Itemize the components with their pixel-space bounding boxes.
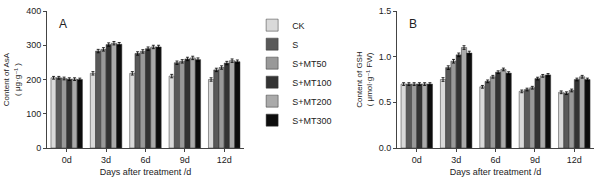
svg-text:CK: CK <box>292 21 305 31</box>
svg-text:0.5: 0.5 <box>379 97 392 107</box>
svg-text:0: 0 <box>36 143 41 153</box>
svg-text:400: 400 <box>26 6 41 16</box>
svg-text:B: B <box>409 17 417 31</box>
svg-text:9d: 9d <box>530 155 540 165</box>
svg-text:12d: 12d <box>217 155 232 165</box>
svg-text:0d: 0d <box>412 155 422 165</box>
svg-text:6d: 6d <box>140 155 150 165</box>
svg-text:100: 100 <box>26 109 41 119</box>
svg-text:S+MT100: S+MT100 <box>292 78 331 88</box>
svg-text:12d: 12d <box>567 155 582 165</box>
svg-text:300: 300 <box>26 40 41 50</box>
svg-text:6d: 6d <box>491 155 501 165</box>
svg-text:Days after treatment /d: Days after treatment /d <box>450 167 542 177</box>
svg-text:S+MT200: S+MT200 <box>292 97 331 107</box>
svg-text:200: 200 <box>26 75 41 85</box>
svg-text:0.0: 0.0 <box>379 143 392 153</box>
svg-text:S: S <box>292 40 298 50</box>
svg-text:3d: 3d <box>101 155 111 165</box>
svg-text:S+MT300: S+MT300 <box>292 116 331 126</box>
svg-text:A: A <box>59 17 67 31</box>
svg-text:Content of AsA( μg·g⁻¹ ): Content of AsA( μg·g⁻¹ ) <box>2 52 21 106</box>
svg-text:3d: 3d <box>451 155 461 165</box>
svg-text:1.0: 1.0 <box>379 52 392 62</box>
svg-text:1.5: 1.5 <box>379 6 392 16</box>
svg-text:Days after treatment /d: Days after treatment /d <box>100 167 192 177</box>
svg-text:0d: 0d <box>62 155 72 165</box>
svg-text:Content of GSH( μmol·g⁻¹ FW): Content of GSH( μmol·g⁻¹ FW) <box>355 51 374 108</box>
svg-text:9d: 9d <box>180 155 190 165</box>
svg-text:S+MT50: S+MT50 <box>292 59 326 69</box>
